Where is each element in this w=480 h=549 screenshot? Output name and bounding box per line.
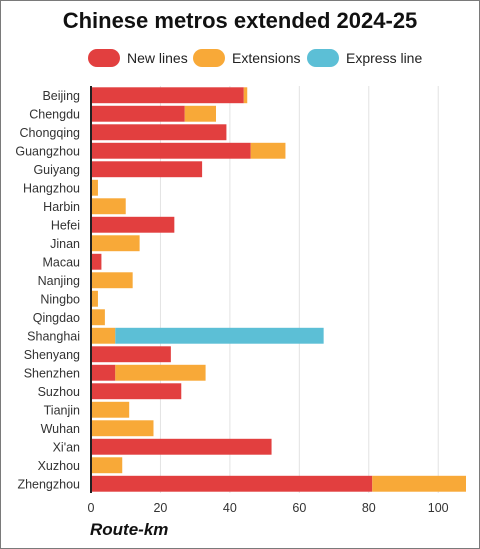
category-label-tianjin: Tianjin [44,403,80,417]
chart-title: Chinese metros extended 2024-25 [62,8,418,33]
bar-zhengzhou-series-0 [91,475,373,492]
bar-guangzhou-series-1 [250,142,286,159]
category-label-beijing: Beijing [42,89,80,103]
category-label-xi-an: Xi'an [53,440,80,454]
bar-jinan-series-1 [91,235,140,252]
bar-beijing-series-0 [91,87,244,104]
legend-swatch-extensions [193,49,225,67]
bar-xi-an-series-0 [91,438,272,455]
category-label-guiyang: Guiyang [33,163,80,177]
legend-label-new-lines: New lines [127,50,188,66]
bar-shanghai-series-2 [115,327,324,344]
x-tick-label-80: 80 [362,501,376,515]
bar-beijing-series-1 [243,87,248,104]
legend-label-express-line: Express line [346,50,423,66]
bar-wuhan-series-1 [91,420,154,437]
bar-tianjin-series-1 [91,401,130,418]
x-tick-label-20: 20 [153,501,167,515]
legend-swatch-express-line [307,49,339,67]
bar-shenzhen-series-0 [91,364,116,381]
bar-macau-series-0 [91,253,102,270]
bar-ningbo-series-1 [91,290,98,307]
category-label-ningbo: Ningbo [40,292,80,306]
legend-label-extensions: Extensions [232,50,301,66]
legend-item-new-lines: New lines [88,46,188,70]
bar-guiyang-series-0 [91,161,203,178]
category-label-chongqing: Chongqing [20,126,81,140]
bar-qingdao-series-1 [91,309,105,326]
category-label-chengdu: Chengdu [29,107,80,121]
bar-shenzhen-series-1 [115,364,206,381]
category-label-macau: Macau [42,255,80,269]
category-label-shenyang: Shenyang [24,348,80,362]
bar-chengdu-series-0 [91,105,185,122]
bar-hangzhou-series-1 [91,179,98,196]
bar-suzhou-series-0 [91,383,182,400]
bar-xuzhou-series-1 [91,457,123,474]
category-label-wuhan: Wuhan [41,422,80,436]
bar-hefei-series-0 [91,216,175,233]
category-label-jinan: Jinan [50,237,80,251]
x-tick-label-100: 100 [428,501,449,515]
bar-harbin-series-1 [91,198,126,215]
category-label-zhengzhou: Zhengzhou [17,477,80,491]
category-label-shenzhen: Shenzhen [24,366,80,380]
category-label-hangzhou: Hangzhou [23,181,80,195]
bar-chongqing-series-0 [91,124,227,141]
bar-shenyang-series-0 [91,346,171,363]
bar-nanjing-series-1 [91,272,133,289]
legend-item-express-line: Express line [307,46,422,70]
x-tick-label-0: 0 [88,501,95,515]
category-label-qingdao: Qingdao [33,311,80,325]
bar-chengdu-series-1 [184,105,216,122]
legend-item-extensions: Extensions [193,46,300,70]
category-label-guangzhou: Guangzhou [15,144,80,158]
category-label-nanjing: Nanjing [38,274,80,288]
legend-swatch-new-lines [88,49,120,67]
bar-shanghai-series-1 [91,327,116,344]
category-label-suzhou: Suzhou [38,385,80,399]
bar-guangzhou-series-0 [91,142,251,159]
chart-legend: New lines Extensions Express line [0,46,480,70]
category-label-shanghai: Shanghai [27,329,80,343]
category-label-hefei: Hefei [51,218,80,232]
x-tick-label-60: 60 [292,501,306,515]
x-tick-label-40: 40 [223,501,237,515]
category-label-harbin: Harbin [43,200,80,214]
bar-zhengzhou-series-1 [372,475,466,492]
category-label-xuzhou: Xuzhou [38,459,80,473]
x-axis-label: Route-km [90,520,169,539]
